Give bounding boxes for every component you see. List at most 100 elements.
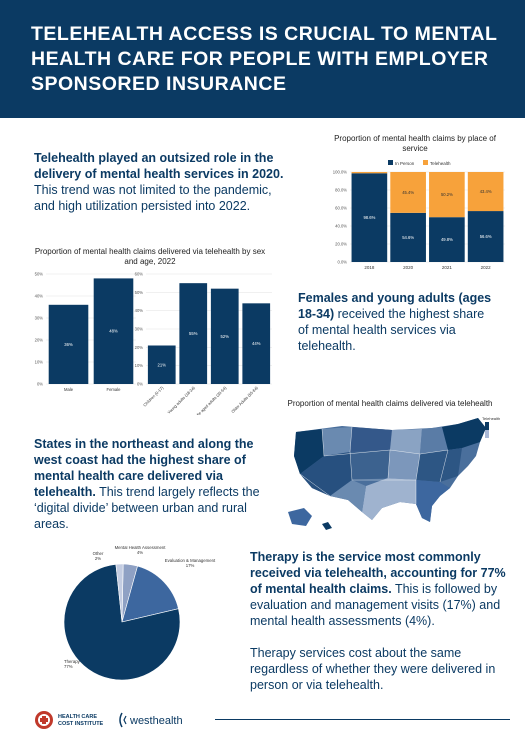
x-tick-label: Male [64,387,74,392]
legend-swatch-in-person [388,160,393,165]
y-tick-label: 20.0% [335,242,347,247]
bar-in-person-2018 [351,173,388,262]
y-tick-label: 0% [37,382,43,387]
section-3-rest: This trend largely reflects the ‘digital… [34,485,260,531]
pie-value-other: 2% [95,556,101,561]
bar-in-person-2021 [429,217,465,262]
y-tick-label: 0% [137,382,143,387]
sex-age-chart-title: Proportion of mental health claims deliv… [34,247,266,266]
x-tick-label: Older Adults (55-64) [230,385,259,414]
header-banner: TELEHEALTH ACCESS IS CRUCIAL TO MENTAL H… [0,0,525,118]
y-tick-label: 20% [35,338,44,343]
bar-children-0-17- [147,345,176,384]
section-4-bold: Therapy is the service most commonly rec… [250,550,506,596]
section-text-4: Therapy is the service most commonly rec… [250,549,510,693]
x-tick-label: Young adults (18-34) [166,385,196,415]
page-title: TELEHEALTH ACCESS IS CRUCIAL TO MENTAL H… [31,23,498,95]
section-text-2: Females and young adults (ages 18-34) re… [298,290,498,354]
hcci-line2: COST INSTITUTE [58,721,104,727]
data-label: 49.8% [441,237,453,242]
pie-slice-therapy [63,563,181,681]
bar-female [93,278,134,384]
pie-slice-evaluation-management [121,565,179,623]
y-tick-label: 10% [35,360,44,365]
hcci-line1: HEALTH CARE [58,714,97,720]
data-label: 43.4% [480,189,492,194]
bar-in-person-2022 [467,211,504,262]
y-tick-label: 80.0% [335,188,347,193]
x-tick-label: 2021 [442,265,453,270]
pie-value-assessment: 4% [137,550,143,555]
data-label: 44% [252,341,261,346]
data-label: 45.4% [402,190,414,195]
data-label: 21% [158,362,167,367]
x-tick-label: Children (0-17) [142,385,165,408]
bar-in-person-2020 [390,212,426,262]
section-2-bold: Females and young adults (ages 18-34) [298,291,492,321]
data-label: 56.6% [480,234,492,239]
y-tick-label: 60% [135,272,144,277]
map-title: Proportion of mental health claims deliv… [287,399,493,408]
section-2-rest: received the highest share of mental hea… [298,307,485,353]
x-tick-label: 2022 [481,265,492,270]
bar-middle-aged-adults-35-54- [210,288,239,384]
y-tick-label: 40% [135,308,144,313]
y-tick-label: 50% [135,290,144,295]
y-tick-label: 100.0% [333,170,347,175]
y-tick-label: 30% [135,327,144,332]
legend-label-telehealth: Telehealth [430,161,451,166]
x-tick-label: Female [107,387,122,392]
x-tick-label: 2018 [364,265,375,270]
westhealth-logo: westhealth [118,709,208,731]
pie-label-other: Other [93,551,104,556]
data-label: 98.6% [363,215,375,220]
pie-label-therapy: Therapy [64,659,81,664]
section-4-para2: Therapy services cost about the same reg… [250,646,496,692]
bar-telehealth-2020 [390,172,426,213]
bar-telehealth-2021 [429,172,465,218]
y-tick-label: 50% [35,272,44,277]
pie-value-therapy: 77% [64,664,73,669]
data-label: 55% [189,331,198,336]
data-label: 54.6% [402,235,414,240]
stacked-chart-title: Proportion of mental health claims by pl… [334,134,496,153]
section-3-bold: States in the northeast and along the we… [34,437,254,499]
y-tick-label: 0.0% [337,260,347,265]
x-tick-label: Middle aged adults (35-54) [190,385,228,415]
y-tick-label: 60.0% [335,206,347,211]
bar-male [48,304,89,384]
data-label: 50.2% [441,192,453,197]
section-1-bold: Telehealth played an outsized role in th… [34,151,284,181]
footer-divider [215,719,510,720]
bar-telehealth-2018 [351,172,388,174]
y-tick-label: 40.0% [335,224,347,229]
pie-slice-other [115,563,124,623]
sex-age-bar-chart: 0% 10% 20% 30% 40% 50% 36% Male 48% Female 0% 10% 20… [35,272,272,415]
us-telehealth-map: Telehealth [288,416,500,530]
data-label: 36% [64,342,73,347]
data-label: 48% [109,329,118,334]
y-tick-label: 10% [135,363,144,368]
pie-label-evaluation: Evaluation & Management [165,558,216,563]
hcci-logo: HEALTH CARE COST INSTITUTE [34,709,110,731]
section-4-rest: This is followed by evaluation and manag… [250,582,501,628]
bar-young-adults-18-34- [179,283,208,384]
westhealth-mark-icon [119,712,123,728]
data-label: 52% [221,334,230,339]
y-tick-label: 30% [35,316,44,321]
map-legend-label: Telehealth [482,416,500,421]
bar-older-adults-55-64- [242,303,271,384]
pie-value-evaluation: 17% [186,563,195,568]
section-text-1: Telehealth played an outsized role in th… [34,150,284,214]
westhealth-text: westhealth [129,715,183,727]
legend-label-in-person: In Person [395,161,415,166]
y-tick-label: 40% [35,294,44,299]
pie-label-assessment: Mental Health Assessment [115,546,167,550]
section-1-rest: This trend was not limited to the pandem… [34,183,272,213]
bar-telehealth-2022 [467,172,504,212]
stacked-bar-chart: In Person Telehealth 0.0% 20.0% 40.0% 60.0% 80… [333,160,505,270]
section-text-3: States in the northeast and along the we… [34,436,274,532]
legend-swatch-telehealth [423,160,428,165]
y-tick-label: 20% [135,345,144,350]
